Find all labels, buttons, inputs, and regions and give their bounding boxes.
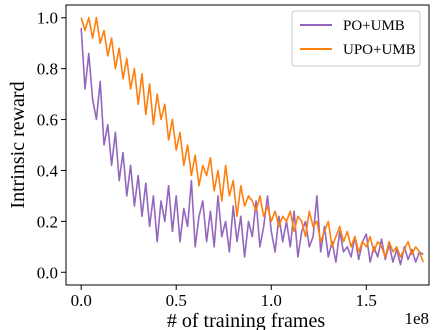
plot-frame bbox=[65, 4, 430, 286]
series-layer bbox=[80, 16, 425, 266]
y-tick-label: 0.6 bbox=[37, 111, 58, 130]
y-tick-label: 1.0 bbox=[37, 9, 58, 28]
series-line-po-umb bbox=[80, 27, 424, 266]
x-axis: 0.0 0.5 1.0 1.5 bbox=[71, 285, 377, 310]
legend-label-po-umb: PO+UMB bbox=[343, 18, 405, 34]
x-tick-label: 1.0 bbox=[261, 291, 282, 310]
y-tick-label: 0.0 bbox=[37, 263, 58, 282]
y-axis: 0.0 0.2 0.4 0.6 0.8 1.0 bbox=[37, 9, 66, 282]
legend: PO+UMB UPO+UMB bbox=[291, 10, 421, 67]
x-offset-label: 1e8 bbox=[404, 309, 429, 328]
x-axis-title: # of training frames bbox=[167, 310, 325, 330]
x-tick-label: 0.0 bbox=[71, 291, 92, 310]
x-tick-label: 0.5 bbox=[166, 291, 187, 310]
series-line-upo-umb bbox=[80, 16, 425, 263]
y-tick-label: 0.8 bbox=[37, 60, 58, 79]
y-axis-title: Intrinsic reward bbox=[7, 81, 29, 208]
y-tick-label: 0.4 bbox=[37, 161, 59, 180]
legend-label-upo-umb: UPO+UMB bbox=[343, 42, 416, 58]
x-tick-label: 1.5 bbox=[356, 291, 377, 310]
y-tick-label: 0.2 bbox=[37, 212, 58, 231]
